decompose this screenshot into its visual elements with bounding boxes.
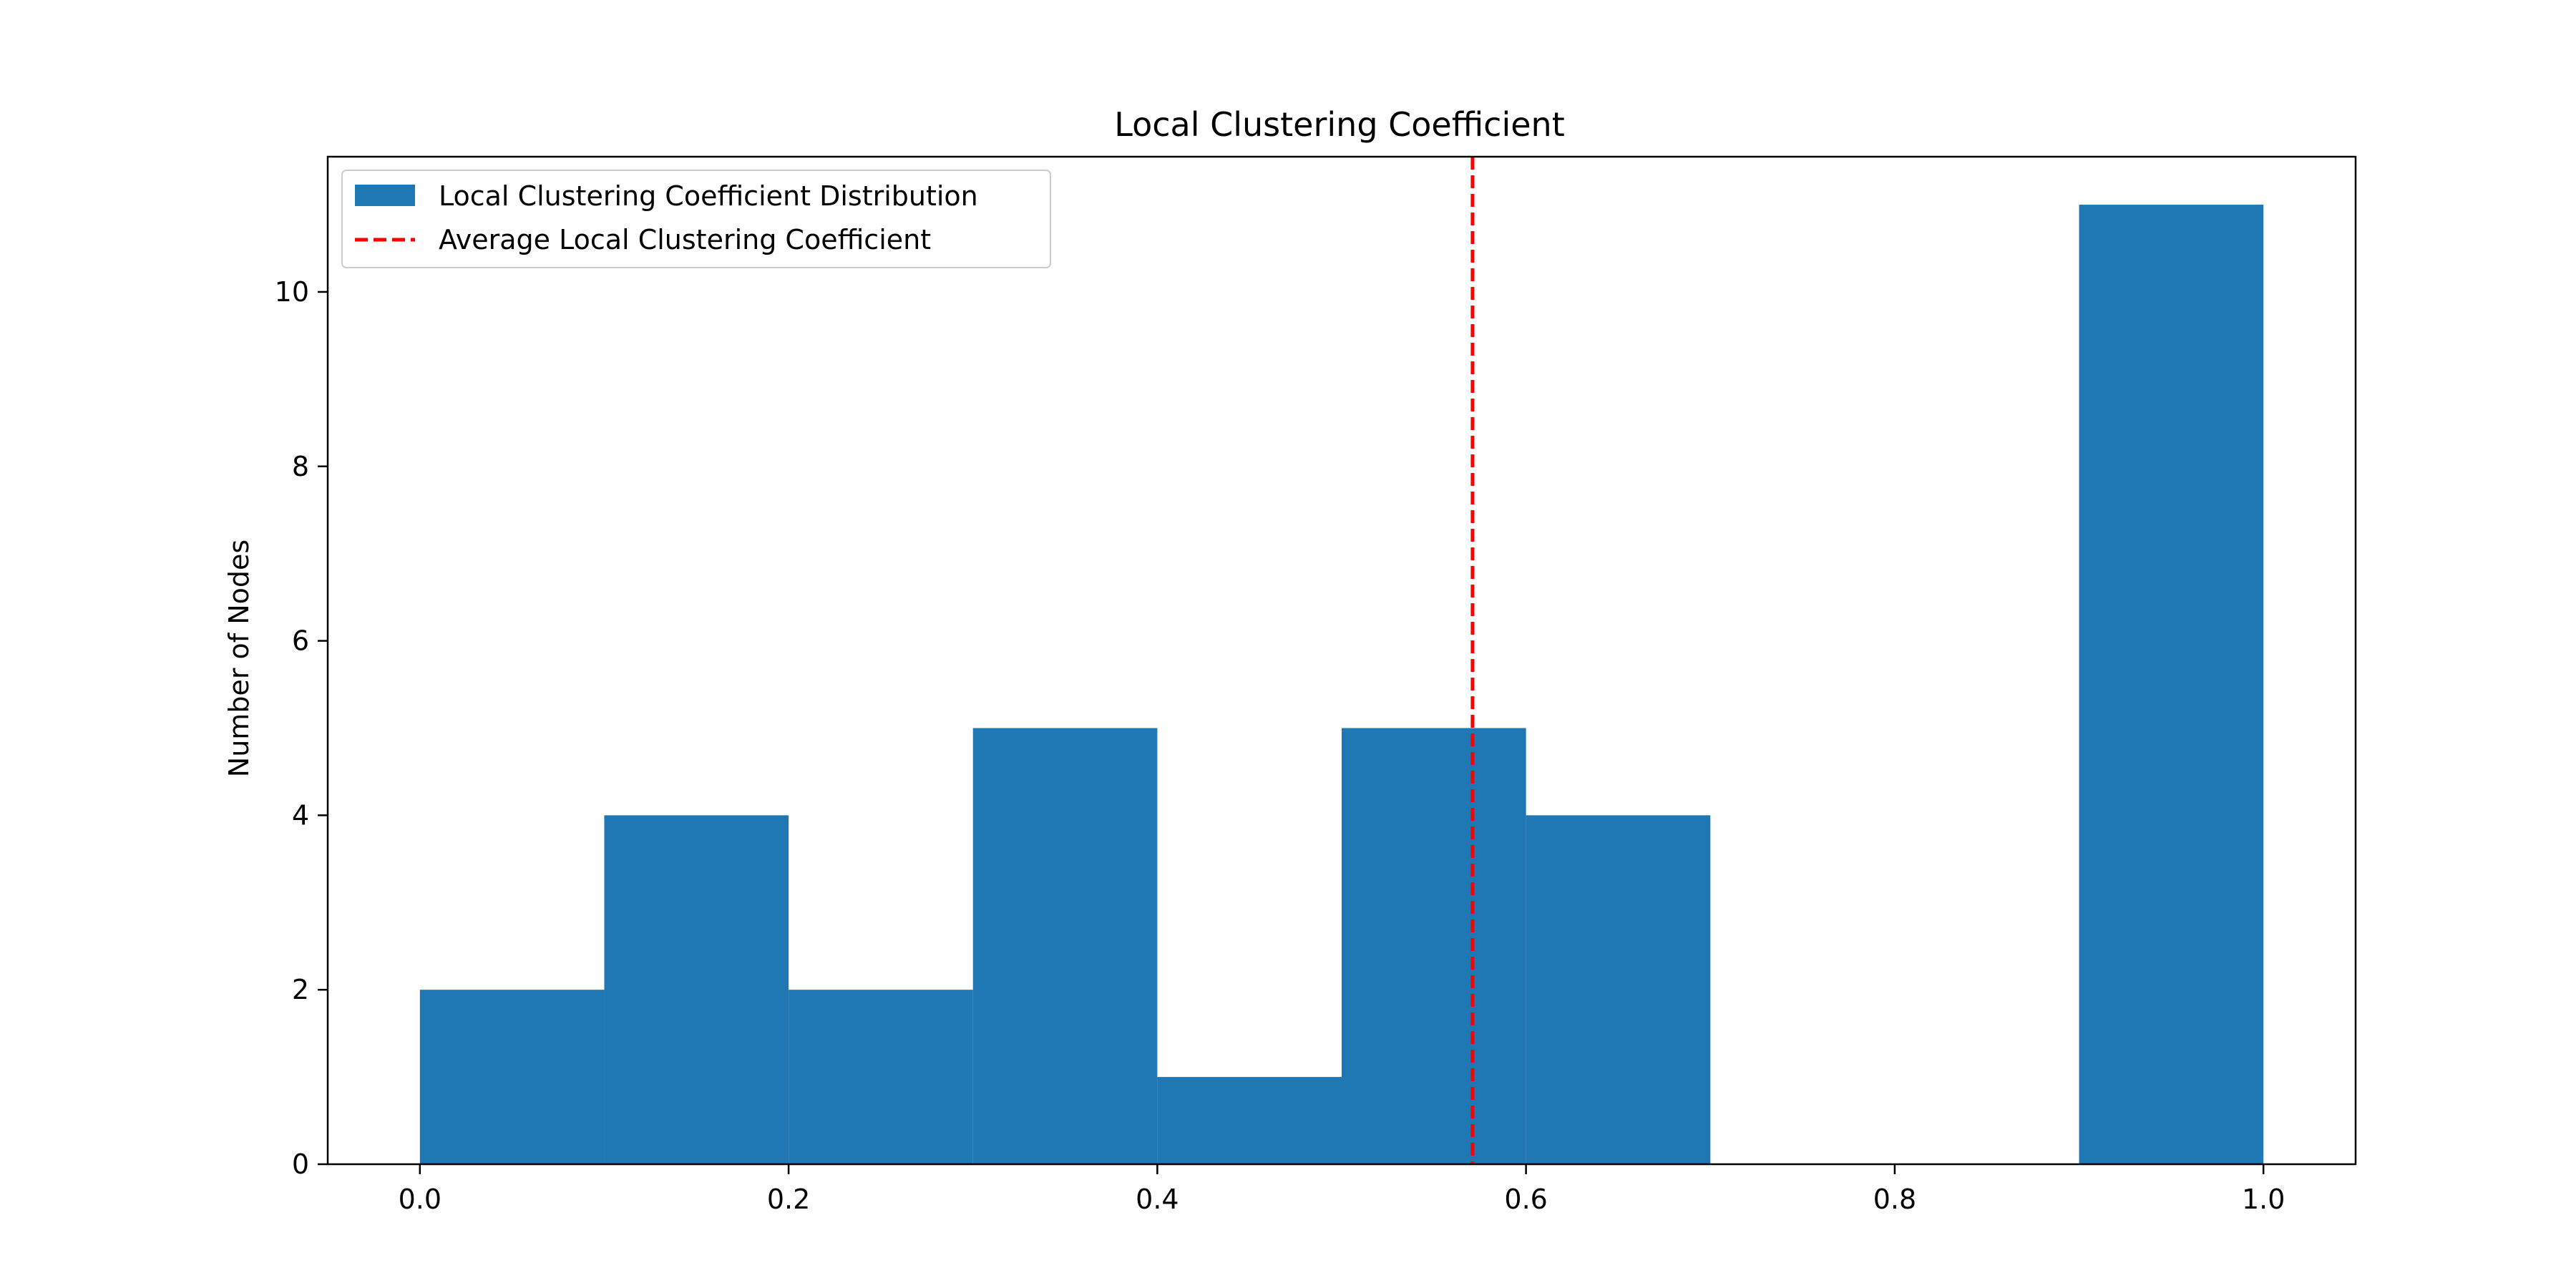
legend-box xyxy=(341,170,1051,268)
y-tick-label: 0 xyxy=(292,1148,309,1180)
y-tick-label: 6 xyxy=(292,625,309,657)
histogram-bar xyxy=(1157,1077,1342,1164)
y-tick-label: 2 xyxy=(292,974,309,1005)
x-tick-label: 0.0 xyxy=(399,1184,441,1215)
x-tick-label: 0.4 xyxy=(1136,1184,1179,1215)
legend-label-distribution: Local Clustering Coefficient Distributio… xyxy=(439,180,978,212)
y-tick-label: 10 xyxy=(275,276,309,308)
x-axis-ticks: 0.0 0.2 0.4 0.6 0.8 1.0 xyxy=(399,1164,2285,1215)
plot-frame xyxy=(326,155,2357,1166)
x-tick-label: 1.0 xyxy=(2242,1184,2285,1215)
histogram-bar xyxy=(1342,728,1526,1164)
bars-layer xyxy=(419,205,2264,1164)
x-tick-label: 0.6 xyxy=(1504,1184,1547,1215)
legend-label-average: Average Local Clustering Coefficient xyxy=(439,224,931,255)
y-axis-label: Number of Nodes xyxy=(223,540,255,777)
legend-swatch-distribution xyxy=(355,185,415,206)
y-tick-label: 8 xyxy=(292,451,309,482)
histogram-bar xyxy=(1526,815,1711,1164)
y-tick-label: 4 xyxy=(292,799,309,831)
histogram-bar xyxy=(789,990,973,1164)
x-tick-label: 0.2 xyxy=(767,1184,810,1215)
x-tick-label: 0.8 xyxy=(1873,1184,1916,1215)
histogram-bar xyxy=(2079,205,2264,1164)
histogram-bar xyxy=(604,815,789,1164)
legend: Local Clustering Coefficient Distributio… xyxy=(341,170,1051,268)
histogram-bar xyxy=(972,728,1158,1164)
chart-title: Local Clustering Coefficient xyxy=(1114,105,1564,144)
histogram-bar xyxy=(419,990,605,1164)
y-axis-ticks: 0 2 4 6 8 10 xyxy=(275,276,328,1180)
